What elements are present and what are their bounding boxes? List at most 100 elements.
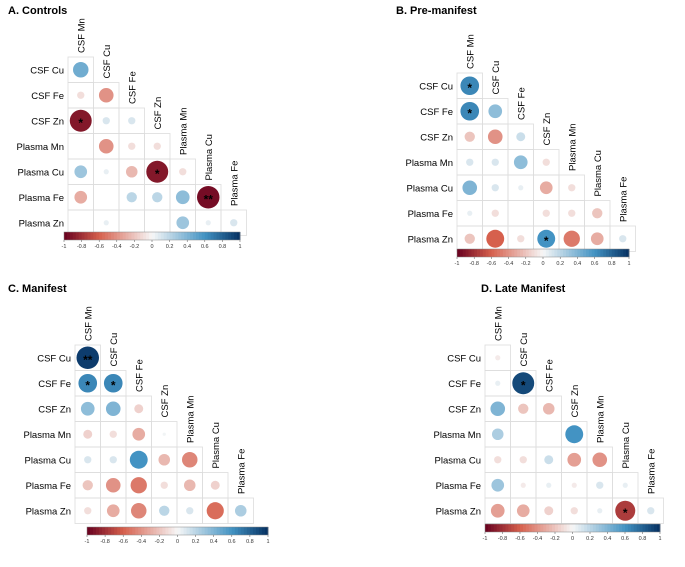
colorbar-segment xyxy=(531,524,535,532)
colorbar-segment xyxy=(201,527,206,535)
correlation-circle xyxy=(210,480,220,490)
colorbar-segment xyxy=(219,527,224,535)
correlation-circle xyxy=(491,184,499,192)
colorbar-segment xyxy=(540,249,544,257)
colorbar-segment xyxy=(225,527,230,535)
column-label: Plasma Fe xyxy=(646,449,657,494)
grid-cell xyxy=(637,497,664,524)
significance-marker: * xyxy=(623,506,628,520)
colorbar-segment xyxy=(575,524,579,532)
colorbar-segment xyxy=(574,249,578,257)
colorbar-tick-label: 0.8 xyxy=(219,244,227,250)
correlation-circle xyxy=(546,482,552,488)
row-label: CSF Zn xyxy=(420,132,453,143)
panel-title: D. Late Manifest xyxy=(481,283,566,295)
colorbar-segment xyxy=(537,249,541,257)
colorbar-tick-label: -0.8 xyxy=(498,536,507,542)
colorbar-segment xyxy=(485,524,489,532)
colorbar-segment xyxy=(457,249,461,257)
colorbar-segment xyxy=(131,232,135,240)
colorbar-tick-label: -1 xyxy=(455,261,460,267)
row-label: CSF Cu xyxy=(419,81,453,92)
colorbar-segment xyxy=(583,249,587,257)
colorbar-segment xyxy=(651,524,655,532)
colorbar-segment xyxy=(190,232,194,240)
colorbar-tick-label: 0.2 xyxy=(556,261,564,267)
correlation-circle xyxy=(466,158,474,166)
colorbar-segment xyxy=(551,249,555,257)
column-label: CSF Fe xyxy=(127,71,138,104)
colorbar-segment xyxy=(172,232,176,240)
colorbar-segment xyxy=(581,524,585,532)
row-label: Plasma Zn xyxy=(19,218,64,229)
colorbar-tick-label: -0.8 xyxy=(77,244,86,250)
correlation-circle xyxy=(542,402,555,415)
significance-marker: * xyxy=(111,378,116,392)
colorbar-segment xyxy=(563,249,567,257)
row-label: Plasma Zn xyxy=(408,234,453,245)
column-label: Plasma Mn xyxy=(185,395,196,443)
colorbar-segment xyxy=(598,524,603,532)
correlation-circle xyxy=(196,185,220,209)
correlation-circle xyxy=(464,233,475,244)
correlation-circle xyxy=(77,91,85,99)
correlation-circle xyxy=(84,507,92,515)
colorbar-segment xyxy=(138,527,142,535)
colorbar-tick-label: 0.4 xyxy=(574,261,582,267)
colorbar-segment xyxy=(490,524,495,532)
colorbar-segment xyxy=(611,249,616,257)
significance-marker: ** xyxy=(204,192,214,206)
grid-cell xyxy=(510,421,537,448)
colorbar-tick-label: 0.6 xyxy=(621,536,629,542)
colorbar-segment xyxy=(584,524,588,532)
correlation-circle xyxy=(494,456,502,464)
column-label: Plasma Cu xyxy=(621,422,632,468)
colorbar-segment xyxy=(587,524,591,532)
colorbar-segment xyxy=(66,232,71,240)
colorbar-segment xyxy=(125,232,129,240)
colorbar-tick-label: -0.2 xyxy=(550,536,559,542)
column-label: CSF Fe xyxy=(544,359,555,392)
colorbar-segment xyxy=(548,249,552,257)
colorbar-segment xyxy=(204,527,209,535)
row-label: CSF Zn xyxy=(448,404,481,415)
colorbar-segment xyxy=(234,232,238,240)
colorbar-segment xyxy=(108,527,112,535)
colorbar-segment xyxy=(591,249,595,257)
panel-3: C. Manifest CSF Cu CSF Fe CSF Zn Plasma Mn Pl… xyxy=(8,283,270,545)
colorbar-segment xyxy=(147,527,151,535)
colorbar-segment xyxy=(623,249,627,257)
correlation-circle xyxy=(131,503,147,519)
colorbar-tick-label: 0.6 xyxy=(228,539,236,545)
correlation-circle xyxy=(570,507,578,515)
colorbar-segment xyxy=(645,524,649,532)
colorbar-segment xyxy=(487,524,492,532)
correlation-circle xyxy=(73,62,89,78)
grid-cell xyxy=(93,184,120,211)
correlation-circle xyxy=(126,192,137,203)
correlation-circle xyxy=(592,208,603,219)
colorbar-segment xyxy=(169,232,173,240)
colorbar-segment xyxy=(69,232,74,240)
colorbar-segment xyxy=(560,249,564,257)
correlation-circle xyxy=(105,401,121,417)
colorbar-segment xyxy=(207,232,212,240)
colorbar-segment xyxy=(198,232,203,240)
correlation-circle xyxy=(491,158,499,166)
row-label: Plasma Fe xyxy=(19,193,64,204)
correlation-circle xyxy=(102,117,110,125)
colorbar-tick-label: 0.6 xyxy=(591,261,599,267)
colorbar-segment xyxy=(636,524,640,532)
column-label: CSF Mn xyxy=(493,306,504,341)
correlation-circle xyxy=(491,428,504,441)
colorbar-segment xyxy=(614,249,618,257)
significance-marker: * xyxy=(521,378,526,392)
significance-marker: * xyxy=(467,81,472,95)
colorbar-segment xyxy=(154,232,159,240)
row-label: Plasma Cu xyxy=(435,455,481,466)
row-label: Plasma Cu xyxy=(25,455,71,466)
colorbar-segment xyxy=(150,527,154,535)
colorbar-segment xyxy=(87,527,91,535)
correlation-circle xyxy=(205,220,211,226)
colorbar-segment xyxy=(502,524,506,532)
